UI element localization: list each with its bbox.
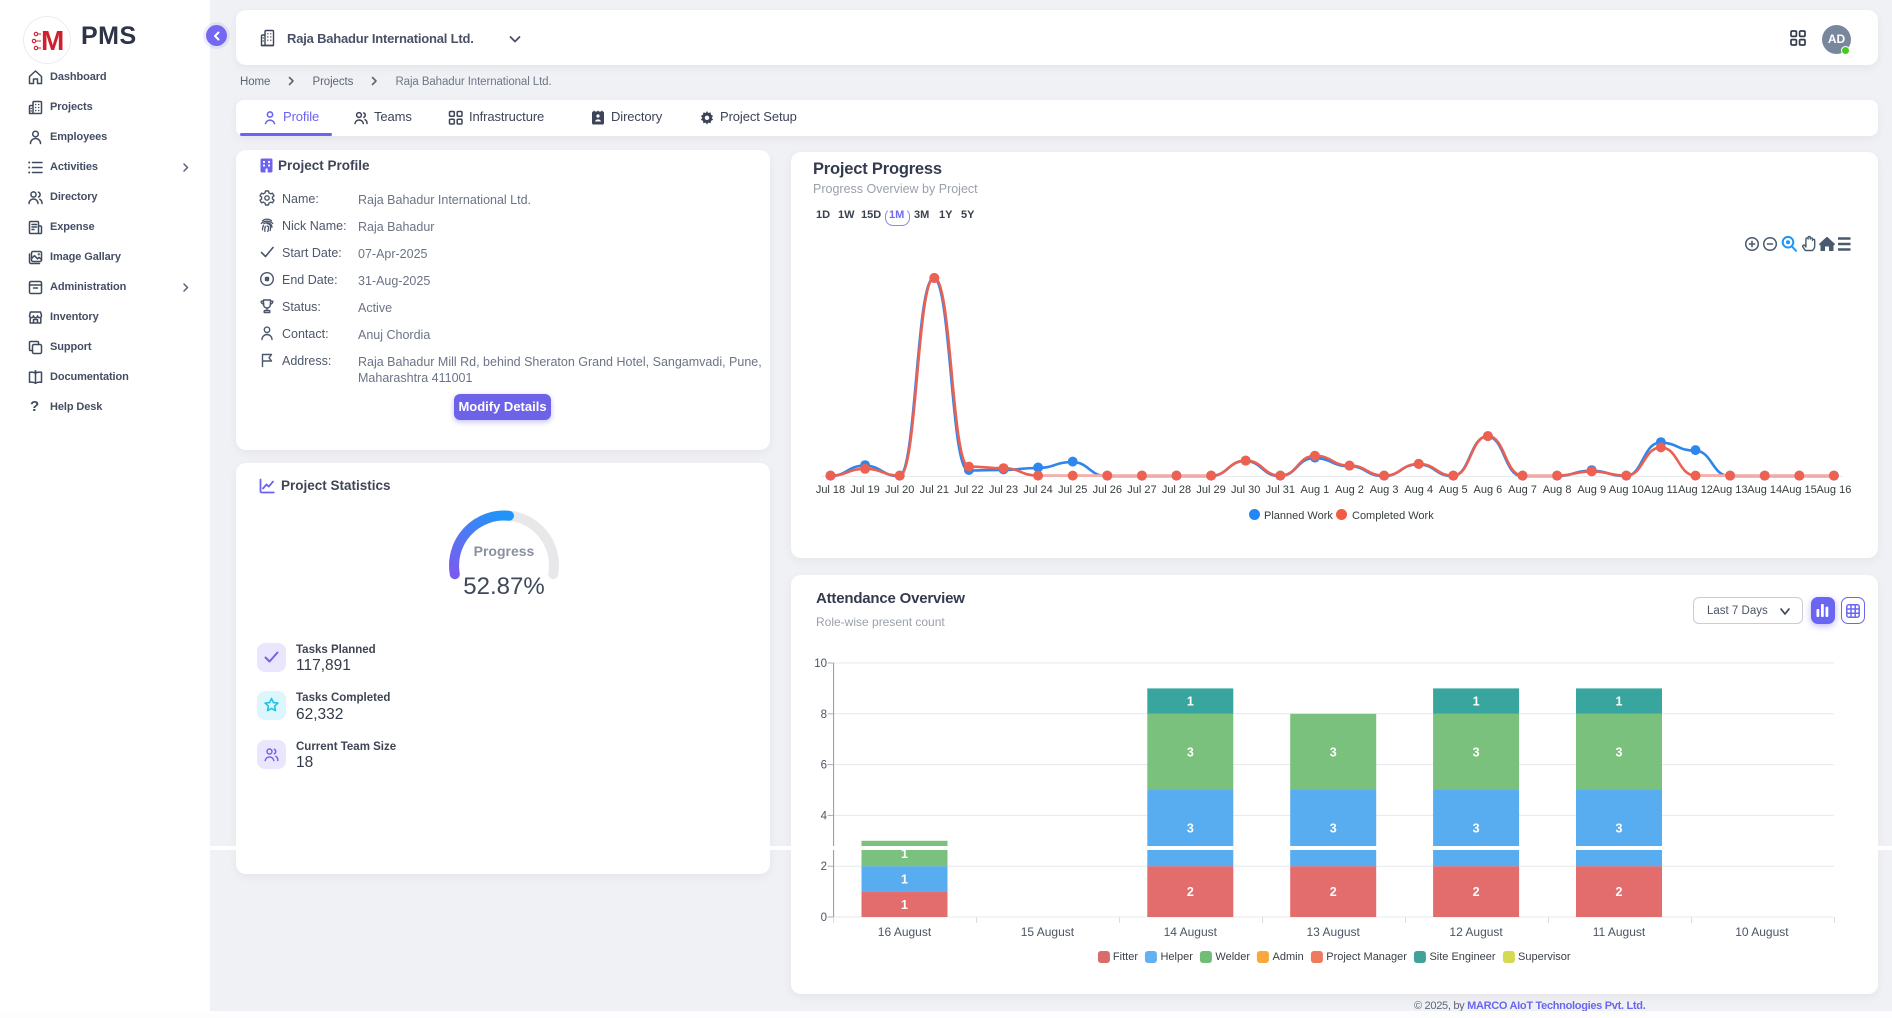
svg-text:1: 1: [1616, 695, 1623, 709]
svg-text:Jul 24: Jul 24: [1023, 484, 1052, 496]
svg-text:2: 2: [1187, 885, 1194, 899]
svg-text:3: 3: [1330, 745, 1337, 759]
svg-text:2: 2: [1330, 885, 1337, 899]
svg-text:1: 1: [1473, 695, 1480, 709]
svg-text:14 August: 14 August: [1164, 925, 1218, 939]
svg-text:3: 3: [1473, 822, 1480, 836]
svg-text:Aug 12: Aug 12: [1678, 484, 1713, 496]
svg-text:Aug 6: Aug 6: [1474, 484, 1503, 496]
svg-text:0: 0: [821, 912, 827, 924]
svg-text:Aug 5: Aug 5: [1439, 484, 1468, 496]
svg-text:11 August: 11 August: [1593, 925, 1646, 939]
svg-text:Jul 18: Jul 18: [816, 484, 845, 496]
svg-text:16 August: 16 August: [878, 925, 932, 939]
svg-text:Jul 29: Jul 29: [1196, 484, 1225, 496]
svg-text:Jul 27: Jul 27: [1127, 484, 1156, 496]
svg-text:Jul 22: Jul 22: [954, 484, 983, 496]
svg-text:Aug 11: Aug 11: [1644, 484, 1678, 496]
svg-text:Jul 20: Jul 20: [885, 484, 914, 496]
svg-text:1: 1: [901, 872, 908, 886]
svg-text:Jul 23: Jul 23: [989, 484, 1018, 496]
svg-text:Aug 2: Aug 2: [1335, 484, 1364, 496]
svg-text:Jul 19: Jul 19: [850, 484, 879, 496]
svg-text:Aug 8: Aug 8: [1543, 484, 1572, 496]
svg-text:8: 8: [821, 709, 827, 721]
svg-text:2: 2: [1616, 885, 1623, 899]
svg-text:3: 3: [1616, 745, 1623, 759]
svg-text:Aug 7: Aug 7: [1508, 484, 1537, 496]
svg-text:Jul 28: Jul 28: [1162, 484, 1191, 496]
svg-text:Aug 10: Aug 10: [1609, 484, 1644, 496]
svg-text:Aug 1: Aug 1: [1301, 484, 1330, 496]
svg-text:12 August: 12 August: [1449, 925, 1503, 939]
svg-text:Aug 13: Aug 13: [1713, 484, 1748, 496]
svg-text:4: 4: [821, 810, 828, 822]
svg-text:Jul 25: Jul 25: [1058, 484, 1087, 496]
svg-text:3: 3: [1330, 822, 1337, 836]
svg-text:Aug 16: Aug 16: [1816, 484, 1851, 496]
svg-text:10 August: 10 August: [1735, 925, 1789, 939]
svg-text:3: 3: [1187, 822, 1194, 836]
svg-text:1: 1: [901, 847, 908, 861]
svg-text:Jul 31: Jul 31: [1266, 484, 1295, 496]
svg-text:1: 1: [901, 898, 908, 912]
svg-text:3: 3: [1473, 745, 1480, 759]
svg-text:10: 10: [814, 658, 827, 670]
svg-text:Jul 21: Jul 21: [920, 484, 949, 496]
svg-text:13 August: 13 August: [1307, 925, 1361, 939]
svg-text:3: 3: [1187, 745, 1194, 759]
svg-text:2: 2: [821, 861, 827, 873]
svg-text:Jul 30: Jul 30: [1231, 484, 1260, 496]
svg-text:Aug 4: Aug 4: [1404, 484, 1433, 496]
svg-text:Aug 15: Aug 15: [1782, 484, 1817, 496]
svg-text:M: M: [41, 25, 64, 56]
svg-text:15 August: 15 August: [1021, 925, 1075, 939]
svg-text:2: 2: [1473, 885, 1480, 899]
svg-text:Aug 9: Aug 9: [1577, 484, 1606, 496]
svg-text:6: 6: [821, 760, 827, 772]
svg-text:Aug 3: Aug 3: [1370, 484, 1399, 496]
svg-text:Jul 26: Jul 26: [1093, 484, 1122, 496]
svg-text:1: 1: [1187, 695, 1194, 709]
svg-text:3: 3: [1616, 822, 1623, 836]
svg-text:Aug 14: Aug 14: [1747, 484, 1782, 496]
